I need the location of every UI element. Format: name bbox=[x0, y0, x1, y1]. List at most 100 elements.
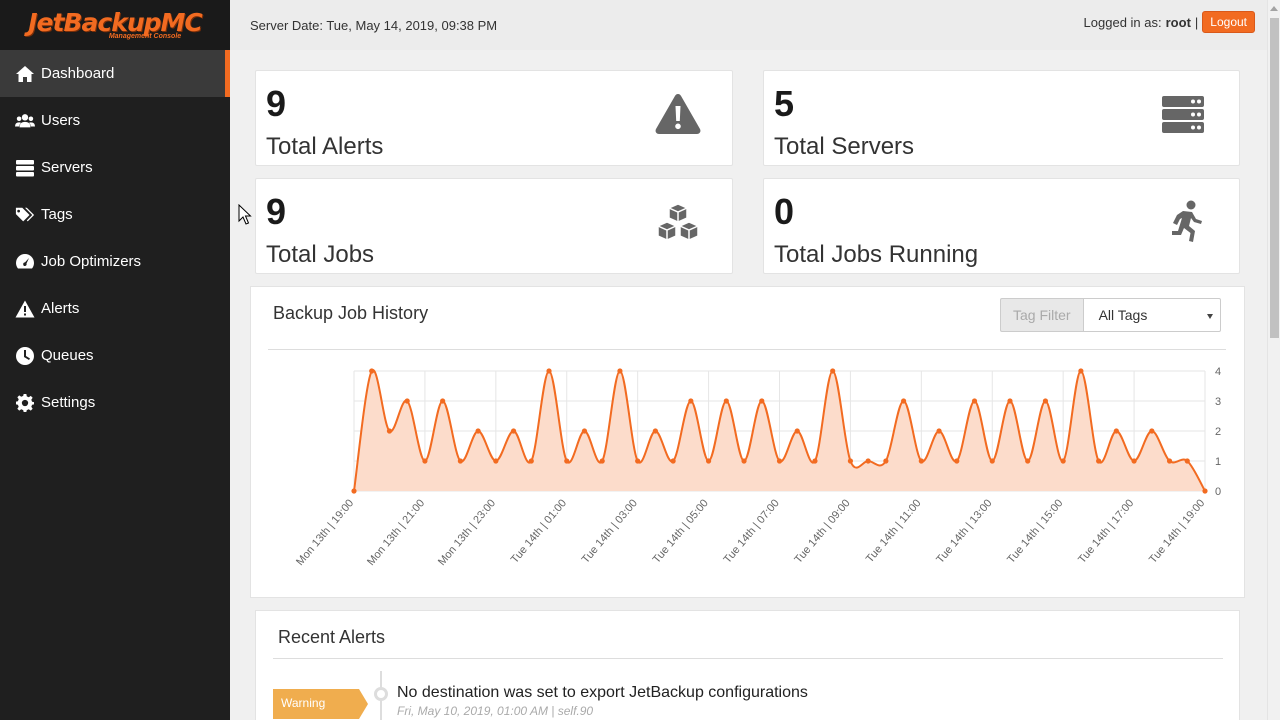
alert-meta: Fri, May 10, 2019, 01:00 AM | self.90 bbox=[397, 704, 594, 718]
data-point bbox=[901, 398, 907, 404]
sidebar-item-label: Queues bbox=[41, 347, 94, 364]
data-point bbox=[475, 428, 481, 434]
tag-filter: Tag Filter All Tags bbox=[1000, 298, 1221, 332]
servers-icon bbox=[16, 159, 34, 176]
data-point bbox=[422, 458, 428, 464]
data-point bbox=[1060, 458, 1066, 464]
data-point bbox=[440, 398, 446, 404]
stat-label: Total Jobs Running bbox=[774, 241, 979, 268]
recent-alerts-panel: Recent Alerts Warning No destination was… bbox=[255, 610, 1240, 720]
tag-filter-value: All Tags bbox=[1098, 307, 1148, 323]
timeline-dot bbox=[374, 687, 388, 701]
data-point bbox=[617, 368, 623, 374]
sidebar-item-tags[interactable]: Tags bbox=[0, 191, 230, 238]
tags-icon bbox=[15, 207, 35, 221]
panel-title: Backup Job History bbox=[273, 303, 429, 323]
sidebar-item-label: Dashboard bbox=[41, 65, 115, 82]
tag-filter-label: Tag Filter bbox=[1000, 298, 1083, 332]
backup-job-history-panel: Backup Job History Tag Filter All Tags 0… bbox=[250, 286, 1245, 598]
data-point bbox=[581, 428, 588, 434]
data-point bbox=[351, 488, 357, 494]
data-point bbox=[741, 458, 747, 464]
tag-filter-select[interactable]: All Tags bbox=[1082, 298, 1221, 332]
data-point bbox=[954, 458, 960, 464]
x-tick-label: Tue 14th | 01:00 bbox=[509, 497, 569, 566]
data-point bbox=[1149, 428, 1155, 434]
data-point bbox=[759, 398, 765, 404]
sidebar-item-users[interactable]: Users bbox=[0, 97, 230, 144]
stat-label: Total Alerts bbox=[266, 133, 384, 160]
stat-value: 9 bbox=[266, 83, 287, 124]
stat-card-alerts[interactable]: 9 Total Alerts bbox=[255, 70, 733, 166]
users-icon bbox=[15, 113, 35, 127]
x-tick-label: Tue 14th | 15:00 bbox=[1005, 497, 1065, 566]
data-point bbox=[528, 458, 534, 464]
data-point bbox=[670, 458, 676, 464]
sidebar-item-label: Job Optimizers bbox=[41, 253, 142, 270]
x-tick-label: Mon 13th | 21:00 bbox=[365, 497, 427, 568]
logged-in-label: Logged in as: bbox=[1083, 14, 1162, 30]
data-point bbox=[883, 458, 889, 464]
stat-card-jobs-running[interactable]: 0 Total Jobs Running bbox=[763, 178, 1240, 274]
alert-level: Warning bbox=[281, 696, 326, 710]
data-point bbox=[510, 428, 517, 434]
data-point bbox=[1096, 458, 1102, 464]
scrollbar[interactable] bbox=[1267, 0, 1280, 720]
data-point bbox=[812, 458, 818, 464]
sidebar-item-job-optimizers[interactable]: Job Optimizers bbox=[0, 238, 230, 285]
sidebar-item-dashboard[interactable]: Dashboard bbox=[0, 50, 230, 97]
panel-title: Recent Alerts bbox=[278, 627, 386, 647]
backup-history-chart: 0 1 2 3 4 Mon 13th | 19:00 Mon 13th | 21:00 Mon… bbox=[294, 366, 1221, 568]
badge-arrow-shape bbox=[273, 689, 368, 719]
data-point bbox=[1131, 458, 1137, 464]
stat-card-servers[interactable]: 5 Total Servers bbox=[763, 70, 1240, 166]
alert-message[interactable]: No destination was set to export JetBack… bbox=[397, 684, 808, 701]
separator: | bbox=[1194, 14, 1199, 30]
login-info: Logged in as: root | Logout bbox=[1084, 11, 1255, 33]
logo-subtext: Management Console bbox=[108, 33, 182, 40]
data-point bbox=[865, 458, 871, 464]
x-tick-label: Mon 13th | 19:00 bbox=[294, 497, 356, 568]
sidebar-item-servers[interactable]: Servers bbox=[0, 144, 230, 191]
data-point bbox=[776, 458, 783, 464]
data-point bbox=[599, 458, 605, 464]
stat-card-jobs[interactable]: 9 Total Jobs bbox=[255, 178, 733, 274]
data-point bbox=[404, 398, 410, 404]
sidebar-item-alerts[interactable]: Alerts bbox=[0, 285, 230, 332]
mouse-cursor-icon bbox=[238, 204, 252, 225]
y-tick-label: 2 bbox=[1215, 426, 1221, 438]
logo-text: JetBackupMC bbox=[28, 8, 202, 37]
sidebar: JetBackupMC Management Console Dashboard… bbox=[0, 0, 230, 720]
warning-icon bbox=[15, 300, 35, 317]
username: root bbox=[1165, 14, 1191, 30]
clock-icon bbox=[16, 346, 34, 365]
data-point bbox=[386, 428, 393, 434]
sidebar-item-label: Settings bbox=[41, 394, 96, 411]
scroll-up-arrow[interactable] bbox=[1268, 0, 1280, 16]
x-tick-label: Tue 14th | 17:00 bbox=[1076, 497, 1136, 566]
cubes-icon bbox=[657, 203, 699, 241]
data-point bbox=[635, 458, 641, 464]
sidebar-item-label: Users bbox=[41, 112, 81, 129]
x-tick-label: Mon 13th | 23:00 bbox=[436, 497, 498, 568]
data-point bbox=[1007, 398, 1013, 404]
data-point bbox=[652, 428, 658, 434]
sidebar-item-label: Servers bbox=[41, 159, 93, 176]
x-tick-label: Tue 14th | 09:00 bbox=[792, 497, 852, 566]
x-tick-label: Tue 14th | 03:00 bbox=[580, 497, 640, 566]
sidebar-item-settings[interactable]: Settings bbox=[0, 379, 230, 426]
sidebar-item-queues[interactable]: Queues bbox=[0, 332, 230, 379]
sidebar-nav: Dashboard Users Servers Tags Job Optimiz… bbox=[0, 50, 230, 426]
data-point bbox=[1184, 458, 1190, 464]
data-point bbox=[794, 428, 800, 434]
x-tick-label: Tue 14th | 13:00 bbox=[934, 497, 994, 566]
x-tick-label: Tue 14th | 19:00 bbox=[1147, 497, 1207, 566]
scroll-thumb[interactable] bbox=[1270, 18, 1279, 338]
logout-button[interactable]: Logout bbox=[1202, 11, 1255, 33]
data-point bbox=[1113, 428, 1119, 434]
topbar: Server Date: Tue, May 14, 2019, 09:38 PM… bbox=[230, 0, 1267, 50]
app-logo[interactable]: JetBackupMC Management Console bbox=[0, 0, 230, 50]
data-point bbox=[971, 398, 978, 404]
data-point bbox=[723, 398, 729, 404]
data-point bbox=[493, 458, 499, 464]
